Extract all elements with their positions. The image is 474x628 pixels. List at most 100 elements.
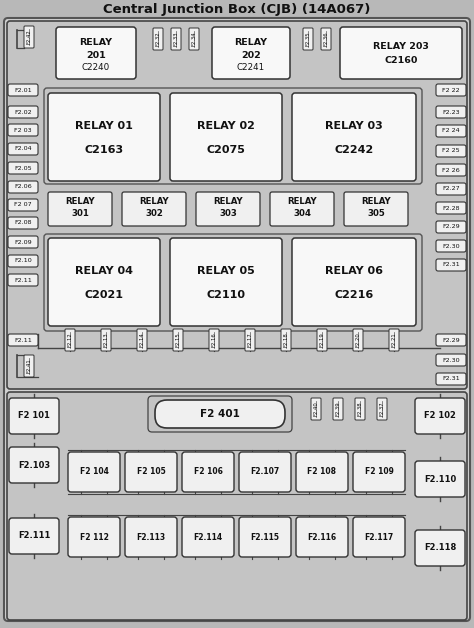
Text: F2.23: F2.23: [442, 109, 460, 114]
Text: C2110: C2110: [207, 290, 246, 300]
FancyBboxPatch shape: [321, 28, 331, 50]
Text: F2.103: F2.103: [18, 460, 50, 470]
Text: F2.04: F2.04: [14, 146, 32, 151]
Text: F2.29: F2.29: [442, 337, 460, 342]
FancyBboxPatch shape: [353, 452, 405, 492]
FancyBboxPatch shape: [173, 329, 183, 351]
Text: C2021: C2021: [84, 290, 124, 300]
Text: F2.09: F2.09: [14, 239, 32, 244]
Text: F2.33: F2.33: [173, 32, 179, 46]
Text: F2.29: F2.29: [442, 224, 460, 229]
FancyBboxPatch shape: [239, 517, 291, 557]
FancyBboxPatch shape: [377, 398, 387, 420]
FancyBboxPatch shape: [44, 234, 422, 331]
FancyBboxPatch shape: [292, 238, 416, 326]
FancyBboxPatch shape: [270, 192, 334, 226]
FancyBboxPatch shape: [8, 162, 38, 174]
Text: F2.117: F2.117: [365, 533, 393, 541]
FancyBboxPatch shape: [436, 106, 466, 118]
FancyBboxPatch shape: [68, 452, 120, 492]
Text: C2240: C2240: [82, 63, 110, 72]
FancyBboxPatch shape: [171, 28, 181, 50]
FancyBboxPatch shape: [189, 28, 199, 50]
FancyBboxPatch shape: [155, 400, 285, 428]
FancyBboxPatch shape: [292, 93, 416, 181]
Text: RELAY 04: RELAY 04: [75, 266, 133, 276]
Text: F2.17: F2.17: [247, 333, 253, 347]
FancyBboxPatch shape: [9, 398, 59, 434]
FancyBboxPatch shape: [436, 259, 466, 271]
Text: 302: 302: [145, 208, 163, 217]
Text: RELAY 06: RELAY 06: [325, 266, 383, 276]
FancyBboxPatch shape: [24, 26, 34, 48]
FancyBboxPatch shape: [436, 125, 466, 137]
Text: F2.16: F2.16: [211, 333, 217, 347]
FancyBboxPatch shape: [317, 329, 327, 351]
Text: F2.18: F2.18: [283, 333, 289, 347]
Text: F2.111: F2.111: [18, 531, 50, 541]
FancyBboxPatch shape: [137, 329, 147, 351]
FancyBboxPatch shape: [436, 145, 466, 157]
Text: RELAY 203: RELAY 203: [373, 42, 429, 51]
Text: F2.35: F2.35: [306, 31, 310, 46]
Text: F2 07: F2 07: [14, 202, 32, 207]
Text: F2.27: F2.27: [442, 187, 460, 192]
Text: RELAY: RELAY: [235, 38, 267, 47]
Text: F2.12: F2.12: [67, 333, 73, 347]
Text: F2.38: F2.38: [357, 402, 363, 416]
Text: F2 22: F2 22: [442, 87, 460, 92]
Text: C2160: C2160: [384, 57, 418, 65]
Text: F2 24: F2 24: [442, 129, 460, 134]
FancyBboxPatch shape: [436, 202, 466, 214]
FancyBboxPatch shape: [8, 236, 38, 248]
Text: 303: 303: [219, 208, 237, 217]
FancyBboxPatch shape: [245, 329, 255, 351]
Text: 201: 201: [86, 51, 106, 60]
FancyBboxPatch shape: [355, 398, 365, 420]
FancyBboxPatch shape: [415, 461, 465, 497]
FancyBboxPatch shape: [436, 334, 466, 346]
Text: F2.10: F2.10: [14, 259, 32, 264]
Text: RELAY: RELAY: [213, 197, 243, 207]
Text: RELAY: RELAY: [361, 197, 391, 207]
FancyBboxPatch shape: [7, 21, 467, 389]
FancyBboxPatch shape: [182, 452, 234, 492]
Text: F2.34: F2.34: [191, 31, 197, 46]
Text: F2 101: F2 101: [18, 411, 50, 421]
FancyBboxPatch shape: [281, 329, 291, 351]
Text: F2 112: F2 112: [80, 533, 109, 541]
FancyBboxPatch shape: [48, 192, 112, 226]
FancyBboxPatch shape: [353, 517, 405, 557]
Text: F2 104: F2 104: [80, 467, 109, 477]
FancyBboxPatch shape: [8, 84, 38, 96]
FancyBboxPatch shape: [48, 238, 160, 326]
FancyBboxPatch shape: [8, 143, 38, 155]
FancyBboxPatch shape: [8, 124, 38, 136]
Text: F2.32: F2.32: [155, 31, 161, 46]
Text: F2 401: F2 401: [200, 409, 240, 419]
FancyBboxPatch shape: [333, 398, 343, 420]
Text: F2.113: F2.113: [137, 533, 165, 541]
Text: F2.116: F2.116: [308, 533, 337, 541]
FancyBboxPatch shape: [196, 192, 260, 226]
Text: F2.30: F2.30: [442, 244, 460, 249]
Text: F2 106: F2 106: [193, 467, 222, 477]
Text: RELAY 02: RELAY 02: [197, 121, 255, 131]
Text: F2 109: F2 109: [365, 467, 393, 477]
Text: F2.41: F2.41: [27, 359, 31, 374]
Text: RELAY 05: RELAY 05: [197, 266, 255, 276]
Text: C2163: C2163: [84, 145, 124, 155]
FancyBboxPatch shape: [239, 452, 291, 492]
FancyBboxPatch shape: [8, 217, 38, 229]
FancyBboxPatch shape: [415, 530, 465, 566]
FancyBboxPatch shape: [344, 192, 408, 226]
Text: C2242: C2242: [334, 145, 374, 155]
FancyBboxPatch shape: [436, 221, 466, 233]
FancyBboxPatch shape: [9, 518, 59, 554]
Text: 305: 305: [367, 208, 385, 217]
Text: F2.31: F2.31: [442, 263, 460, 268]
FancyBboxPatch shape: [9, 447, 59, 483]
Text: RELAY 03: RELAY 03: [325, 121, 383, 131]
Text: F2.11: F2.11: [14, 278, 32, 283]
Text: F2.115: F2.115: [250, 533, 280, 541]
